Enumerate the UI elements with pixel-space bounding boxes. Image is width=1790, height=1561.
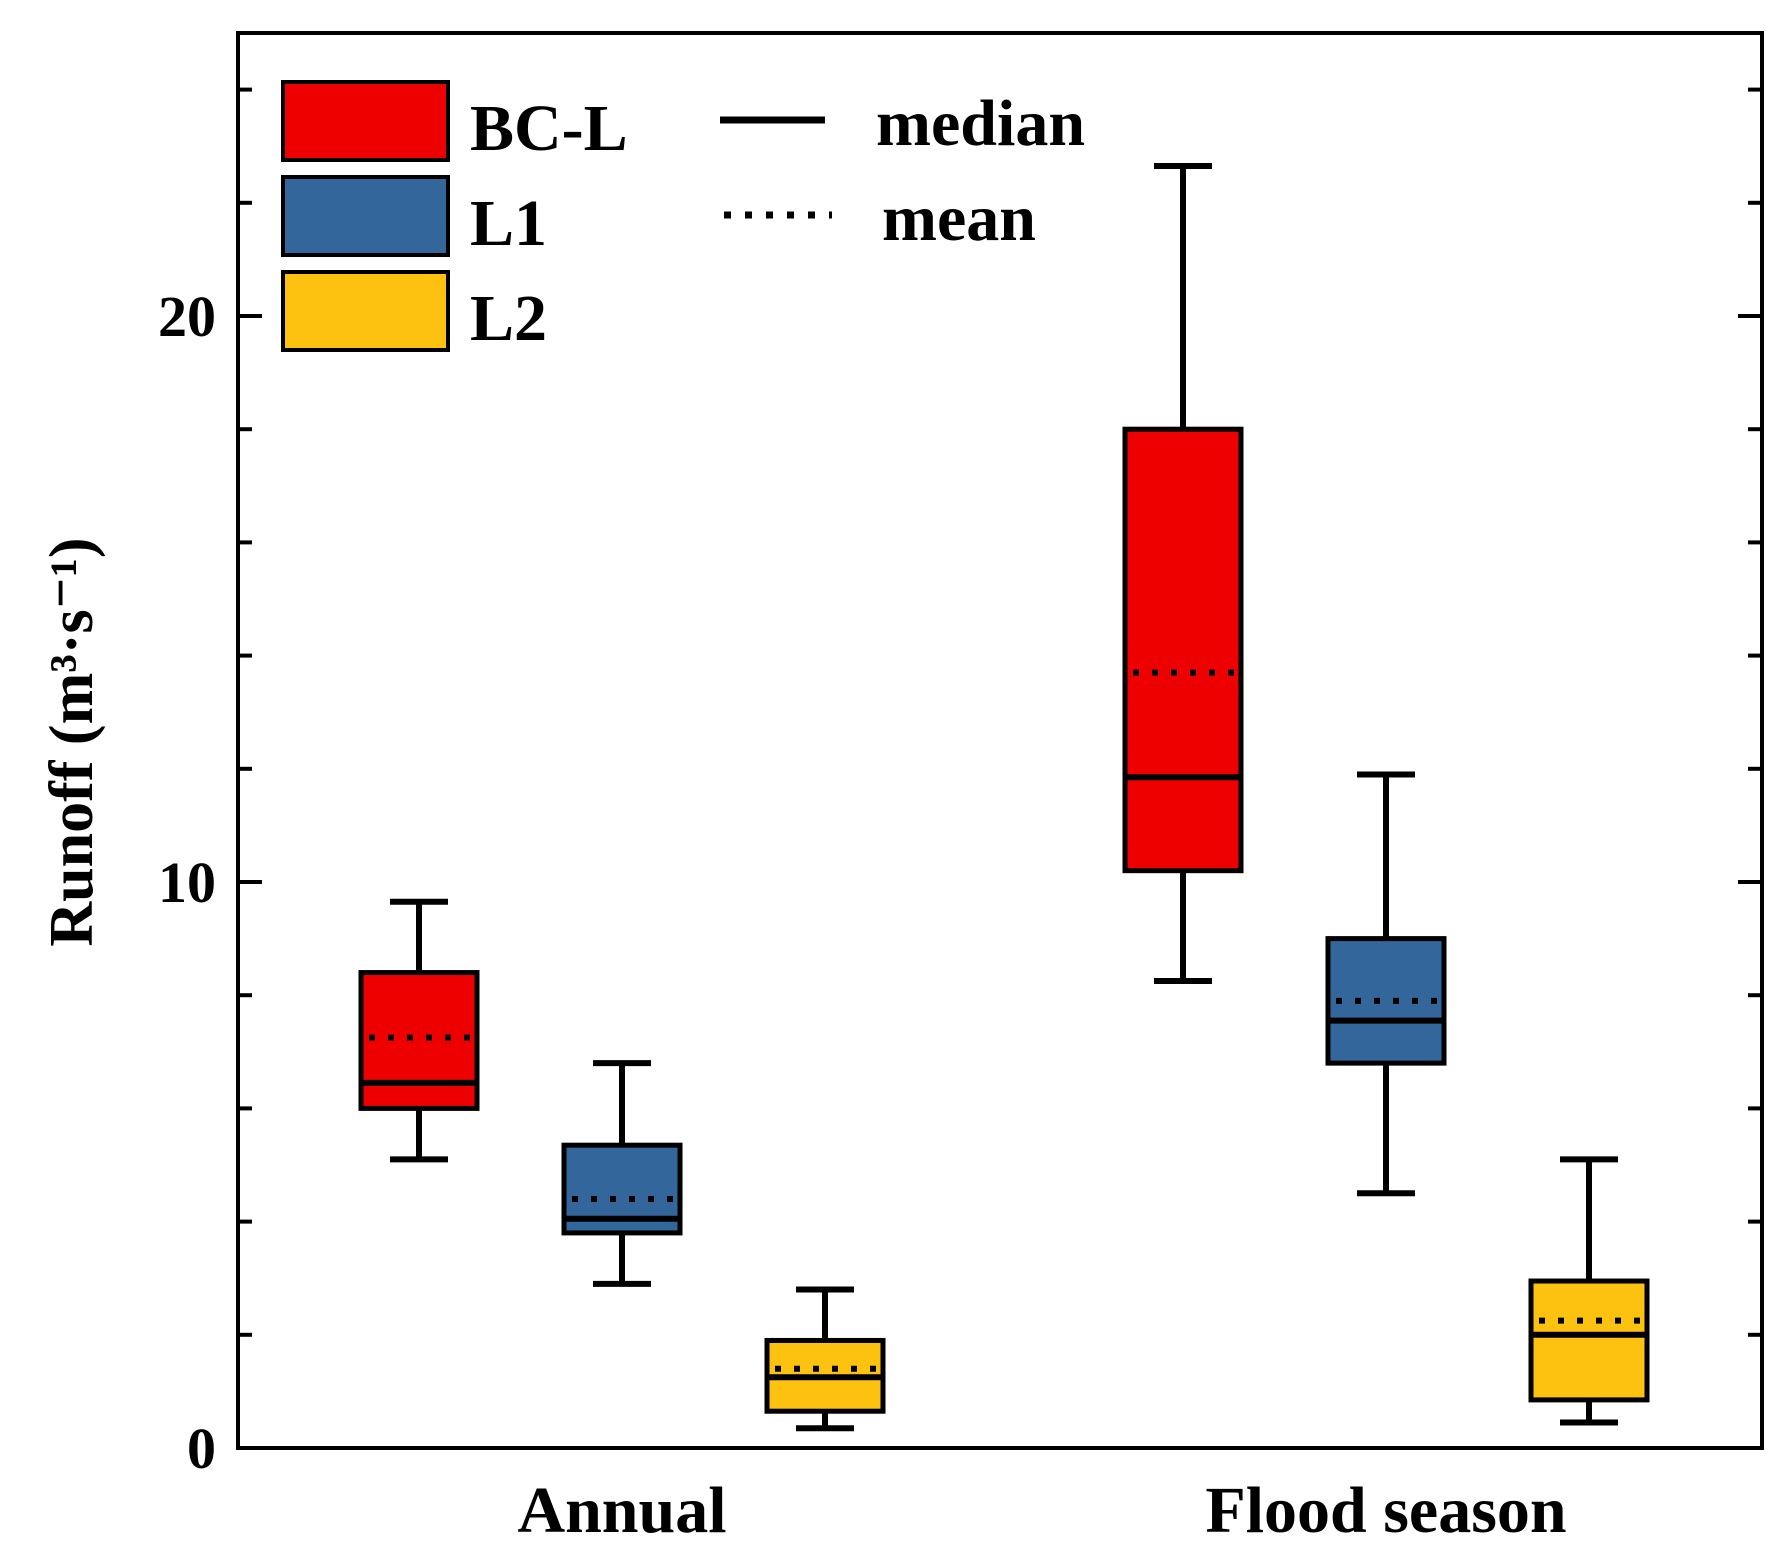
- legend-swatch-bc-l: [281, 80, 450, 162]
- legend-swatch-l1: [281, 175, 450, 257]
- category-label-annual: Annual: [517, 1474, 726, 1547]
- box-l2-annual: [764, 1286, 886, 1432]
- plot-frame: [236, 31, 1764, 1450]
- box-l2-flood-season: [1528, 1156, 1650, 1426]
- legend-label-l1: L1: [470, 187, 547, 260]
- legend-label-median: median: [876, 87, 1085, 160]
- box-bc-l-annual: [358, 898, 480, 1163]
- legend-label-l2: L2: [470, 282, 547, 355]
- box-bc-l-flood-season: [1122, 163, 1244, 985]
- legend-label-bc-l: BC-L: [470, 92, 628, 165]
- box-body: [1528, 1278, 1650, 1403]
- box-body: [1122, 426, 1244, 874]
- box-plots: [358, 163, 1650, 1432]
- box-body: [1325, 936, 1447, 1066]
- legend: BC-L L1 L2 median mean: [281, 80, 1085, 355]
- box-l1-annual: [561, 1060, 683, 1287]
- y-tick-label: 20: [158, 284, 216, 349]
- box-body: [358, 970, 480, 1111]
- legend-swatch-l2: [281, 270, 450, 352]
- y-tick-label: 10: [158, 850, 216, 915]
- category-label-flood-season: Flood season: [1205, 1474, 1566, 1547]
- y-tick-label: 0: [187, 1416, 216, 1481]
- box-l1-flood-season: [1325, 771, 1447, 1197]
- legend-label-mean: mean: [882, 182, 1036, 255]
- axes: 0 10 20: [158, 31, 1764, 1481]
- y-axis-title: Runoff (m³·s⁻¹): [38, 537, 106, 946]
